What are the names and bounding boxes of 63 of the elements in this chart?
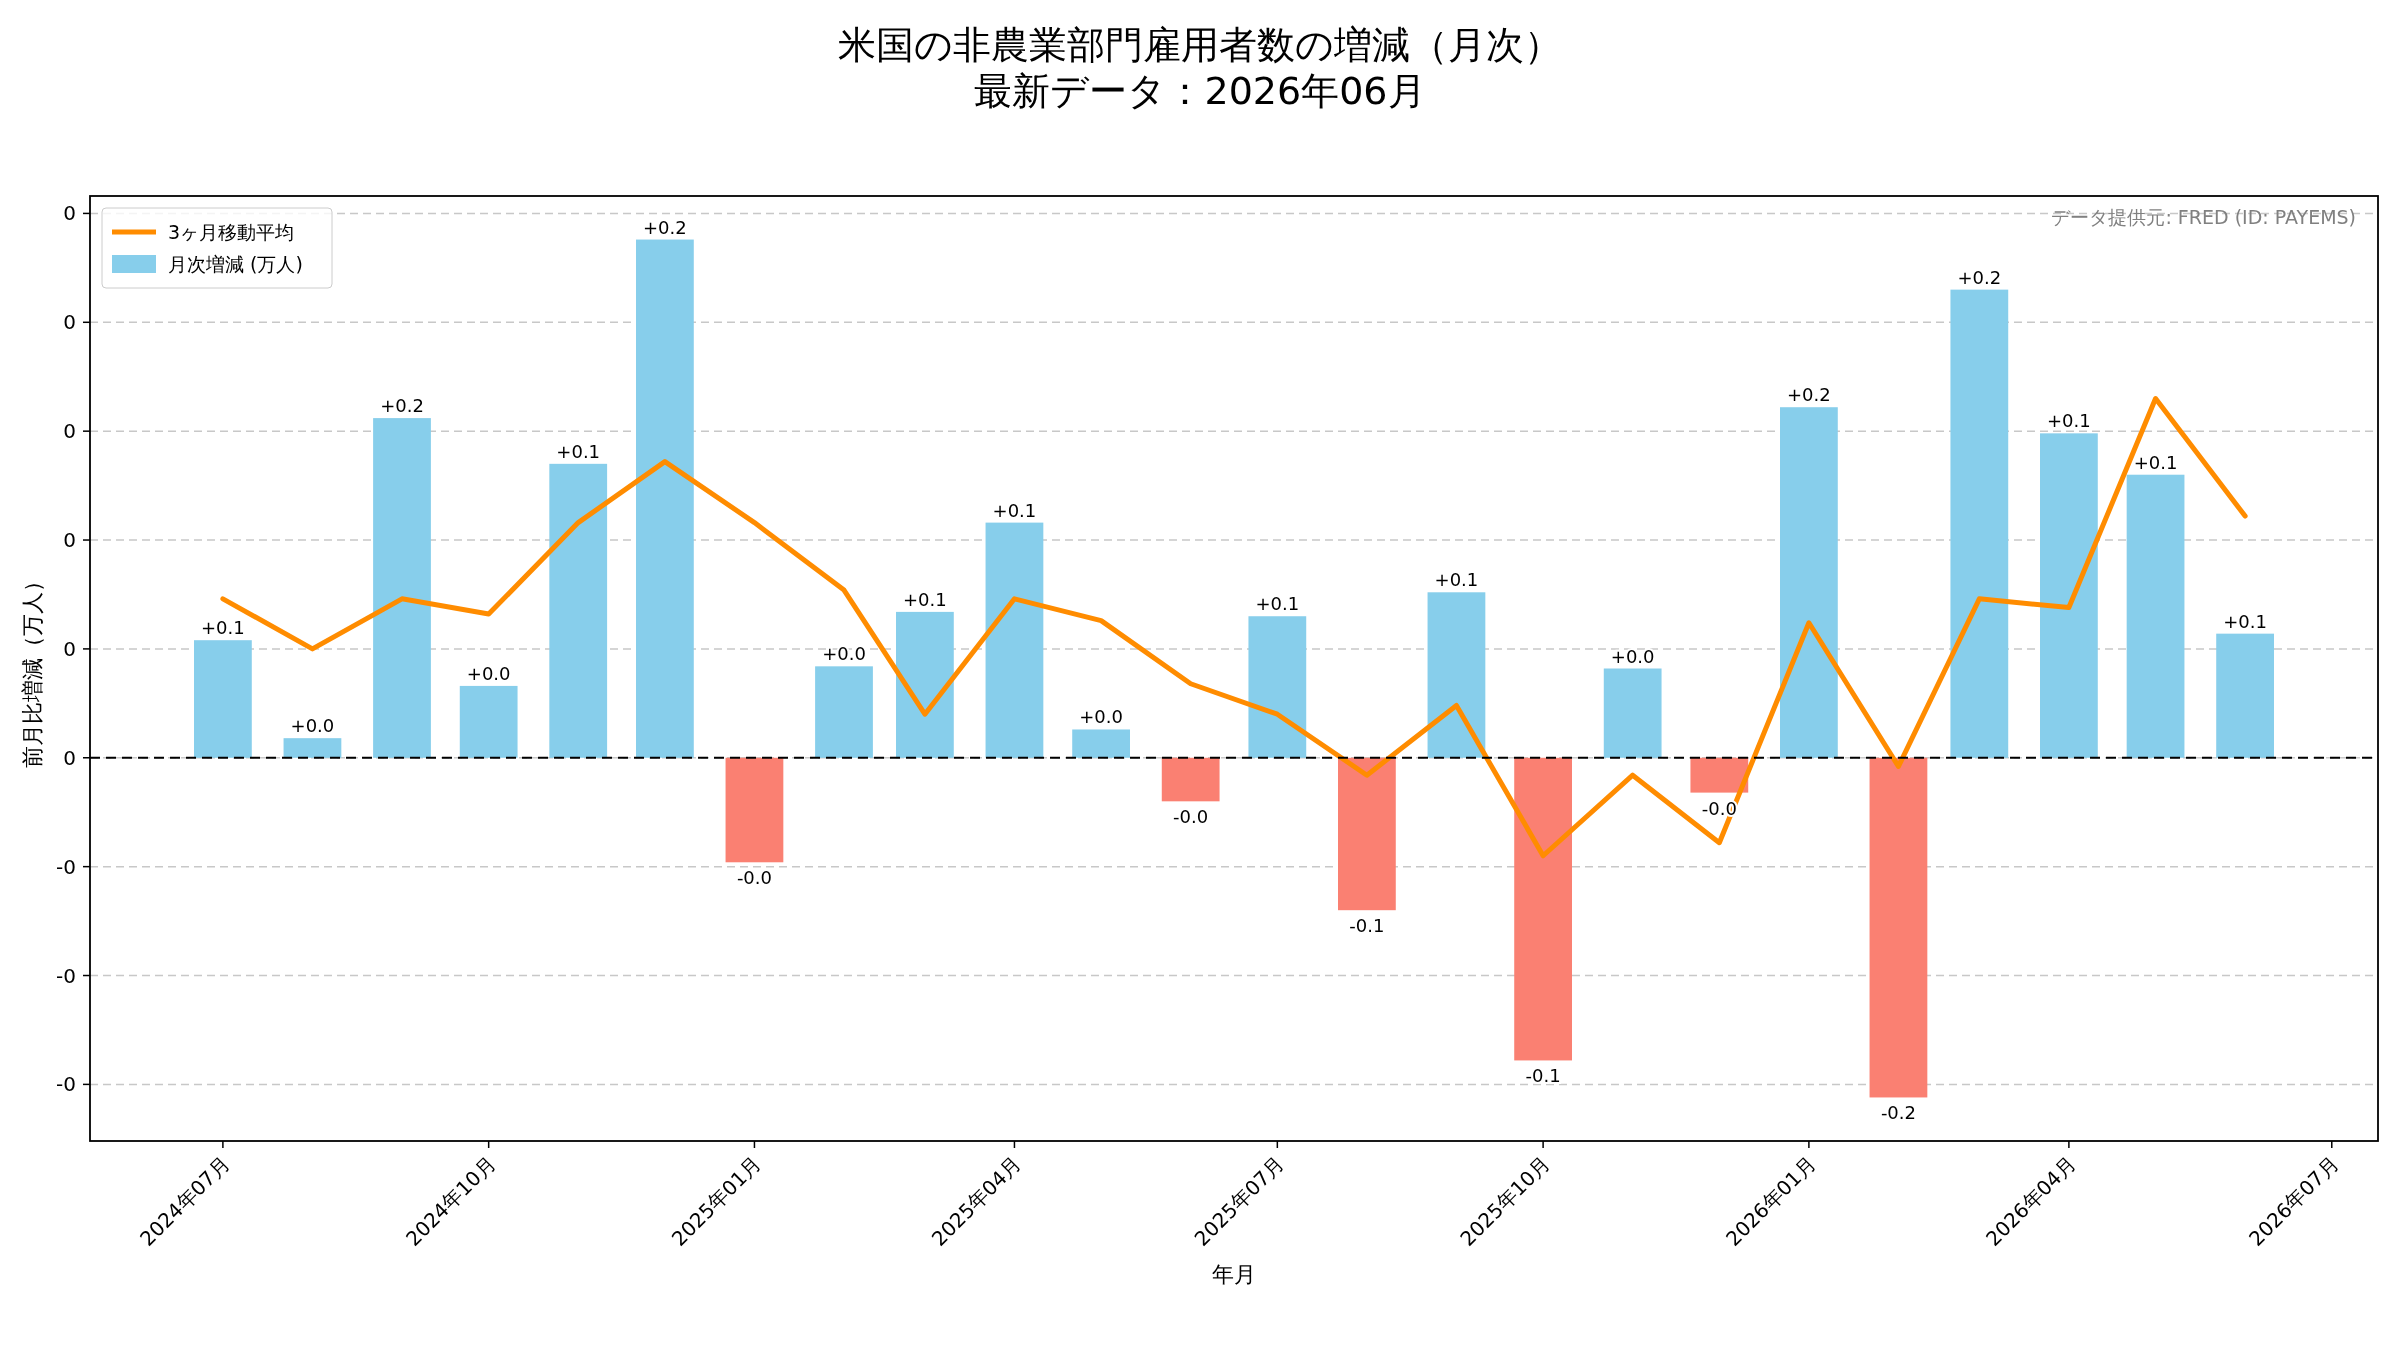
data-label: -0.1 xyxy=(1525,1065,1561,1087)
bar xyxy=(1248,616,1307,758)
bar xyxy=(1950,289,2009,758)
y-tick-label: 0 xyxy=(63,528,76,553)
y-tick-label: -0 xyxy=(56,1072,76,1097)
y-tick-label: 0 xyxy=(63,636,76,661)
data-label: +0.0 xyxy=(1610,645,1655,667)
data-label: +0.2 xyxy=(643,216,687,238)
y-tick-label: 0 xyxy=(63,310,76,335)
legend-label: 月次増減 (万人) xyxy=(168,253,303,275)
data-label: -0.0 xyxy=(736,867,773,889)
bar xyxy=(283,738,342,758)
bar xyxy=(1072,729,1130,758)
y-axis-title: 前月比増減（万人） xyxy=(20,569,45,768)
chart-title: 米国の非農業部門雇用者数の増減（月次） xyxy=(838,23,1562,67)
y-tick-label: -0 xyxy=(56,854,76,879)
data-label: +0.0 xyxy=(1079,706,1123,728)
data-label: +0.1 xyxy=(992,499,1037,521)
data-label: +0.0 xyxy=(822,643,866,665)
bar xyxy=(896,611,954,758)
bar xyxy=(459,685,518,758)
bar xyxy=(2216,633,2274,758)
data-label: +0.1 xyxy=(2047,410,2091,432)
annotation: データ提供元: FRED (ID: PAYEMS) xyxy=(2051,206,2356,228)
bar xyxy=(194,640,252,758)
data-label: -0.2 xyxy=(1880,1102,1917,1124)
data-label: -0.0 xyxy=(1173,806,1209,828)
x-axis-title: 年月 xyxy=(1212,1262,1256,1287)
chart-subtitle: 最新データ：2026年06月 xyxy=(974,69,1426,113)
data-label: +0.1 xyxy=(201,617,245,639)
bar xyxy=(2040,433,2098,758)
data-label: +0.0 xyxy=(466,662,511,684)
bar xyxy=(1690,757,1749,793)
bar xyxy=(985,522,1044,758)
data-label: +0.1 xyxy=(903,588,947,610)
y-tick-label: -0 xyxy=(56,963,76,988)
y-tick-label: 0 xyxy=(63,201,76,226)
bar xyxy=(1869,757,1928,1098)
bar xyxy=(1514,757,1572,1061)
bar xyxy=(1427,592,1486,758)
data-label: +0.1 xyxy=(1434,569,1479,591)
bar xyxy=(1780,407,1838,758)
bar xyxy=(1338,757,1396,911)
data-label: +0.1 xyxy=(2223,610,2267,632)
y-tick-label: 0 xyxy=(63,419,76,444)
bar xyxy=(1603,668,1662,758)
data-label: +0.2 xyxy=(1787,384,1831,406)
bar xyxy=(636,239,694,758)
y-tick-label: 0 xyxy=(63,745,76,770)
data-label: +0.1 xyxy=(556,440,601,462)
data-label: +0.2 xyxy=(380,395,424,417)
data-label: +0.2 xyxy=(1957,266,2002,288)
bar xyxy=(815,666,873,758)
data-label: +0.1 xyxy=(1255,593,1300,615)
bar xyxy=(725,757,784,863)
bar xyxy=(2126,474,2185,758)
data-label: -0.1 xyxy=(1349,915,1385,937)
data-label: +0.0 xyxy=(290,715,335,737)
bar xyxy=(549,463,608,758)
data-label: +0.1 xyxy=(2133,451,2178,473)
bar xyxy=(1161,757,1220,802)
legend-label: 3ヶ月移動平均 xyxy=(168,221,295,243)
bar xyxy=(373,418,431,758)
